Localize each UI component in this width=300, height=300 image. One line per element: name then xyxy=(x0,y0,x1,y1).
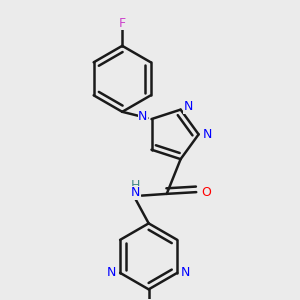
Text: N: N xyxy=(131,186,140,199)
Text: F: F xyxy=(119,17,126,30)
Text: N: N xyxy=(107,266,116,279)
Text: N: N xyxy=(184,100,193,113)
Text: N: N xyxy=(202,128,212,141)
Text: N: N xyxy=(181,266,190,279)
Text: H: H xyxy=(131,179,140,192)
Text: N: N xyxy=(138,110,148,123)
Text: O: O xyxy=(201,186,211,199)
